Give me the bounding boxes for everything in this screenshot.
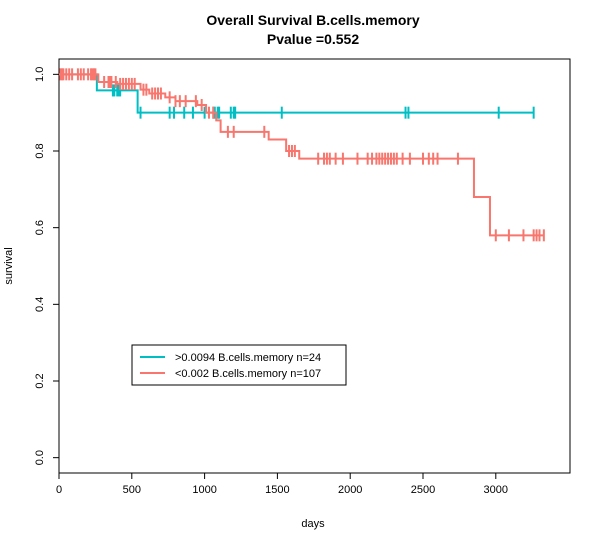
chart-subtitle: Pvalue =0.552 bbox=[267, 31, 359, 47]
x-tick-label: 3000 bbox=[484, 484, 508, 496]
legend: >0.0094 B.cells.memory n=24 <0.002 B.cel… bbox=[131, 344, 347, 386]
chart-title: Overall Survival B.cells.memory bbox=[206, 12, 419, 28]
x-tick-label: 500 bbox=[123, 484, 141, 496]
plot-frame bbox=[58, 58, 571, 474]
x-tick-label: 1500 bbox=[265, 484, 289, 496]
y-tick-label: 0.2 bbox=[34, 373, 46, 388]
x-axis-label: days bbox=[301, 518, 325, 530]
y-tick-label: 0.6 bbox=[34, 220, 46, 235]
y-tick-label: 0.8 bbox=[34, 143, 46, 158]
x-tick-label: 1000 bbox=[192, 484, 216, 496]
x-tick-label: 2500 bbox=[411, 484, 435, 496]
legend-box bbox=[131, 344, 347, 386]
y-axis-label: survival bbox=[3, 247, 15, 284]
series-layer bbox=[59, 68, 545, 242]
series-0 bbox=[59, 73, 535, 119]
legend-label-high: >0.0094 B.cells.memory n=24 bbox=[175, 352, 321, 364]
x-tick-label: 2000 bbox=[338, 484, 362, 496]
y-tick-label: 0.4 bbox=[34, 297, 46, 312]
survival-curve bbox=[59, 73, 534, 114]
survival-curve bbox=[59, 73, 544, 237]
series-1 bbox=[59, 68, 545, 242]
x-axis: 0 500 1000 1500 2000 2500 3000 bbox=[56, 473, 508, 496]
x-tick-label: 0 bbox=[56, 484, 62, 496]
y-tick-label: 0.0 bbox=[34, 450, 46, 465]
legend-label-low: <0.002 B.cells.memory n=107 bbox=[175, 368, 321, 380]
y-axis: 0.0 0.2 0.4 0.6 0.8 1.0 bbox=[34, 67, 59, 465]
y-tick-label: 1.0 bbox=[34, 67, 46, 82]
